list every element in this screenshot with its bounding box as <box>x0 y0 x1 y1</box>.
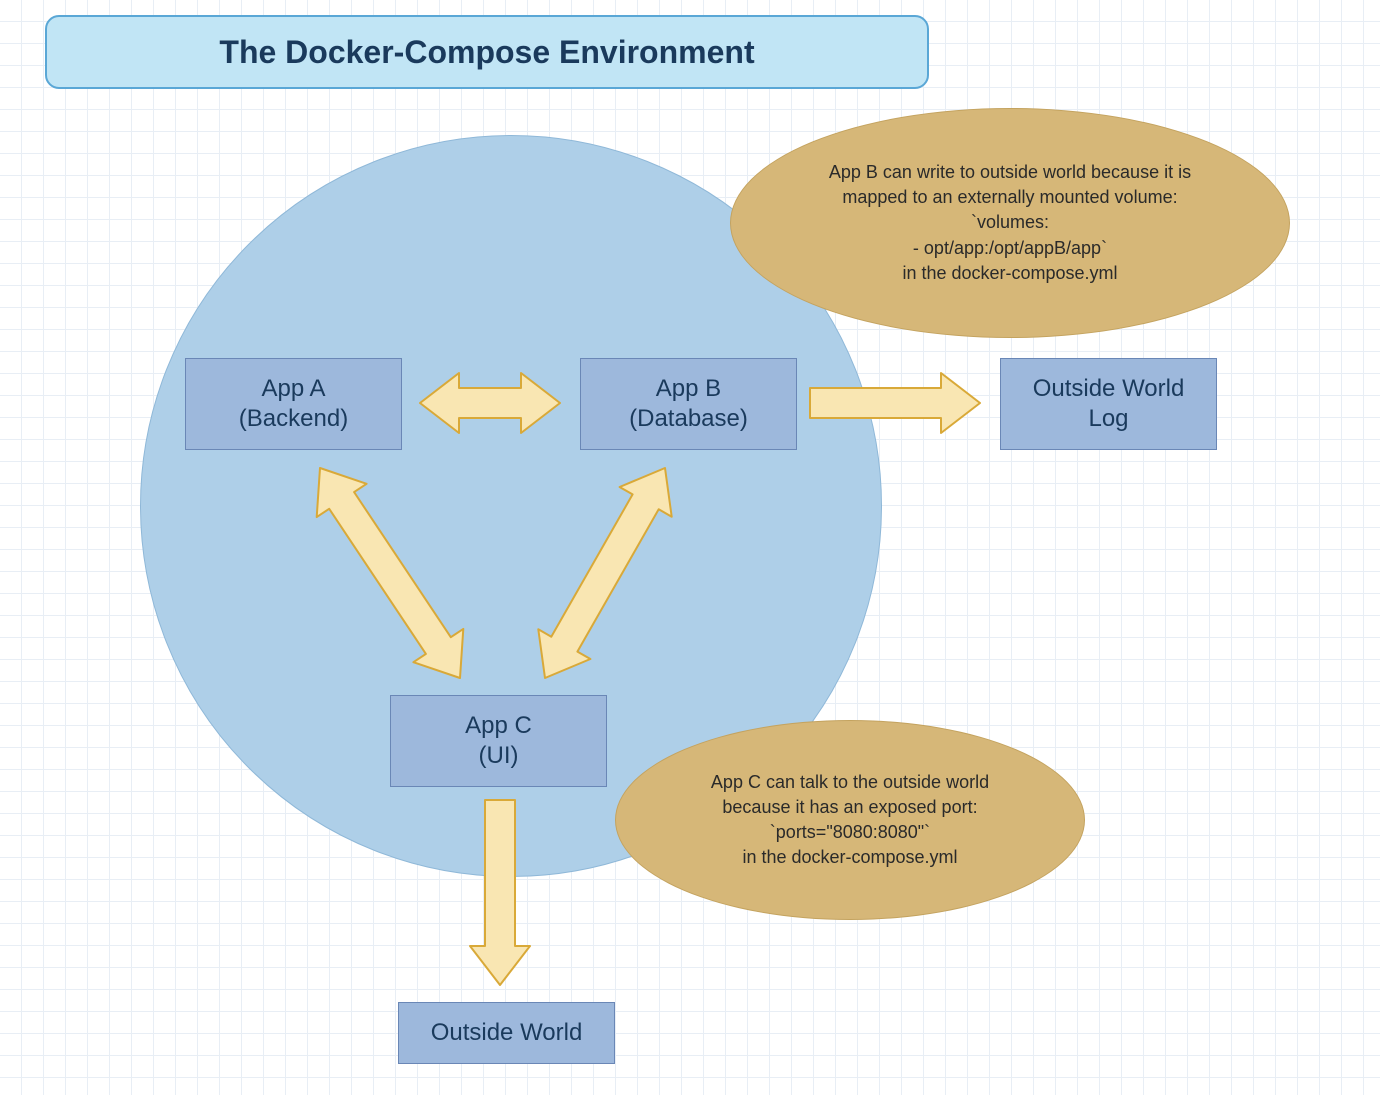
node-app-a: App A (Backend) <box>185 358 402 450</box>
node-app-b: App B (Database) <box>580 358 797 450</box>
node-app-c: App C (UI) <box>390 695 607 787</box>
node-label: Outside World <box>1033 374 1185 404</box>
note-line: `ports="8080:8080"` <box>770 820 930 845</box>
node-label: Outside World <box>431 1018 583 1048</box>
node-label: App B <box>656 374 721 404</box>
note-line: because it has an exposed port: <box>722 795 977 820</box>
note-line: in the docker-compose.yml <box>902 261 1117 286</box>
diagram-canvas: The Docker-Compose Environment App B can… <box>0 0 1380 1095</box>
note-line: in the docker-compose.yml <box>742 845 957 870</box>
diagram-title: The Docker-Compose Environment <box>45 15 929 89</box>
node-outside-world: Outside World <box>398 1002 615 1064</box>
node-outside-log: Outside World Log <box>1000 358 1217 450</box>
note-app-b: App B can write to outside world because… <box>730 108 1290 338</box>
note-line: mapped to an externally mounted volume: <box>842 185 1177 210</box>
node-label: App C <box>465 711 532 741</box>
node-sublabel: (UI) <box>479 741 519 771</box>
node-sublabel: Log <box>1088 404 1128 434</box>
note-app-c: App C can talk to the outside worldbecau… <box>615 720 1085 920</box>
note-line: `volumes: <box>971 210 1049 235</box>
title-text: The Docker-Compose Environment <box>219 34 754 71</box>
note-line: App C can talk to the outside world <box>711 770 989 795</box>
node-sublabel: (Backend) <box>239 404 348 434</box>
node-sublabel: (Database) <box>629 404 748 434</box>
note-line: App B can write to outside world because… <box>829 160 1191 185</box>
note-line: - opt/app:/opt/appB/app` <box>913 236 1107 261</box>
node-label: App A <box>261 374 325 404</box>
